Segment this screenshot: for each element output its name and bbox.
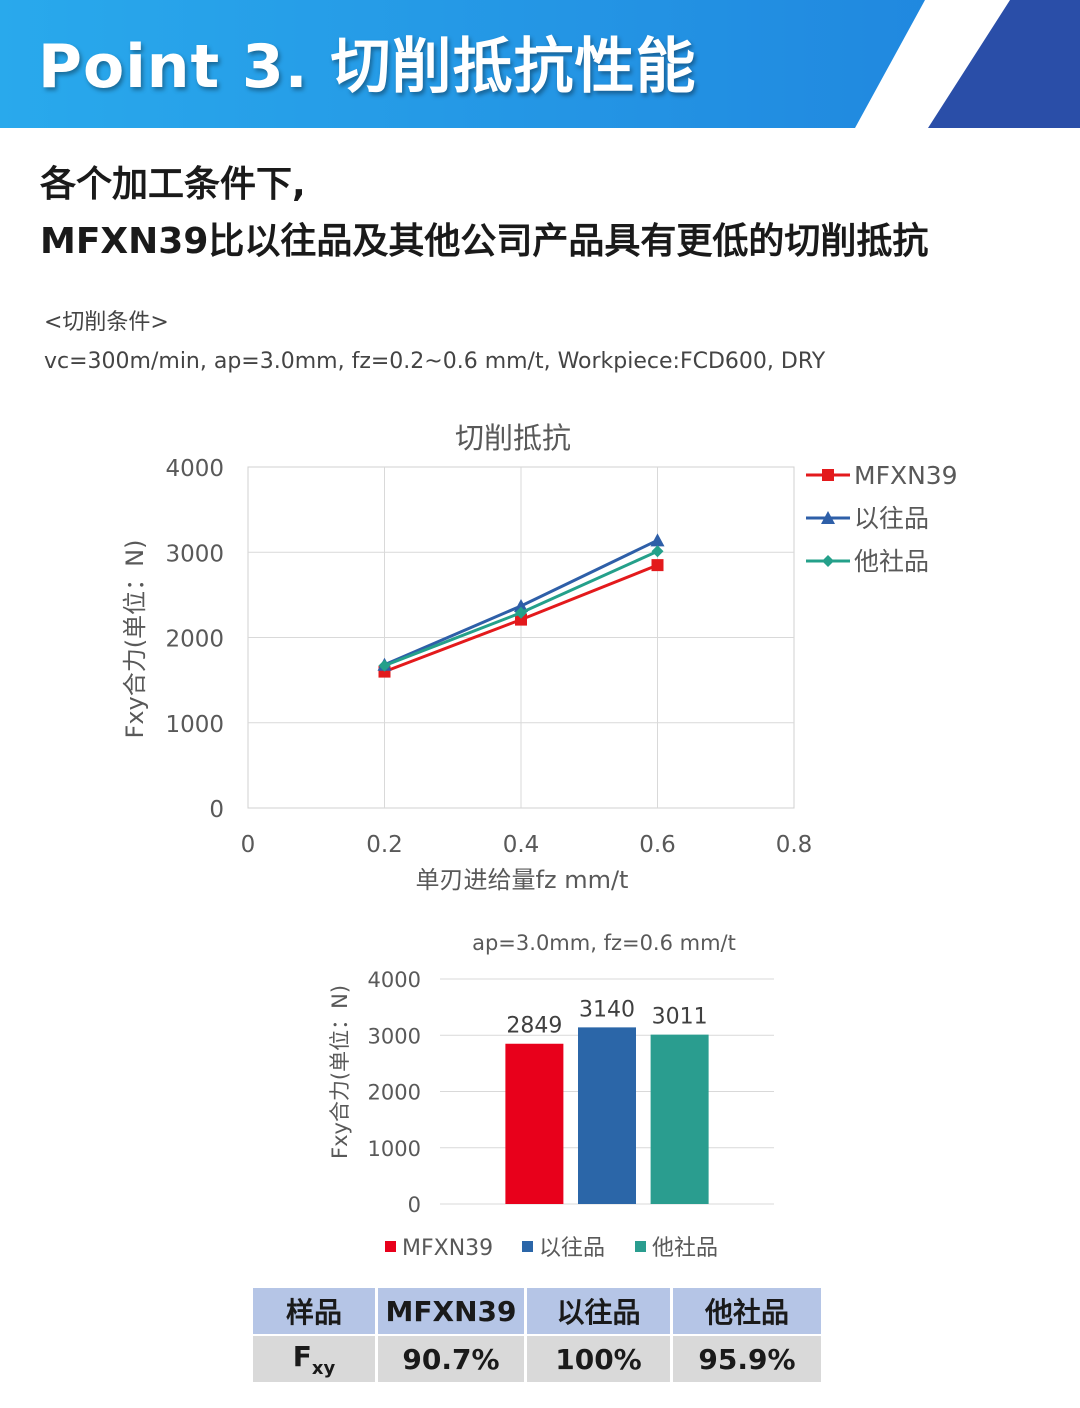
data-point: [822, 469, 834, 481]
headline-line-1: 各个加工条件下,: [40, 164, 306, 205]
summary-table: 样品 MFXN39 以往品 他社品 Fxy 90.7% 100% 95.9%: [250, 1286, 824, 1384]
data-point: [822, 555, 834, 567]
table-cell: 90.7%: [378, 1336, 524, 1382]
legend-label: 以往品: [539, 1236, 605, 1261]
page-title: Point 3. 切削抵抗性能: [38, 32, 697, 102]
bar: [650, 1034, 709, 1204]
header-banner: Point 3. 切削抵抗性能: [0, 0, 1080, 128]
table-header-cell: MFXN39: [378, 1288, 524, 1334]
y-tick-label: 1000: [165, 712, 224, 738]
legend-label: 他社品: [854, 547, 929, 576]
headline-line-2: MFXN39比以往品及其他公司产品具有更低的切削抵抗: [40, 221, 929, 262]
x-tick-label: 0: [241, 832, 256, 858]
chart-title: 切削抵抗: [455, 421, 571, 455]
data-point: [651, 559, 664, 572]
row-label-main: F: [292, 1339, 312, 1373]
y-tick-label: 3000: [368, 1024, 421, 1048]
y-tick-label: 2000: [368, 1081, 421, 1105]
table-header-cell: 以往品: [527, 1288, 670, 1334]
data-point: [650, 533, 665, 547]
x-tick-label: 0.2: [366, 832, 403, 858]
banner-background: [0, 0, 1080, 128]
data-point: [515, 613, 527, 626]
data-label: 3140: [579, 997, 635, 1022]
legend-swatch: [385, 1241, 396, 1252]
table-header-row: 样品 MFXN39 以往品 他社品: [253, 1288, 821, 1334]
legend-label: 他社品: [652, 1236, 718, 1261]
y-axis-label: Fxy合力(单位：N): [328, 985, 352, 1159]
legend-label: 以往品: [854, 504, 929, 533]
y-tick-label: 4000: [165, 456, 224, 482]
legend-swatch: [635, 1241, 646, 1252]
legend-swatch: [522, 1241, 533, 1252]
x-tick-label: 0.6: [639, 832, 676, 858]
data-point: [514, 598, 528, 612]
bar: [578, 1027, 636, 1204]
x-tick-label: 0.8: [776, 832, 813, 858]
data-point: [651, 545, 664, 558]
line-chart: 0 1000 2000 3000 4000 0 0.2 0.4 0.6 0.8 切削抵抗单刃进给量f…: [121, 421, 958, 894]
table-cell: 95.9%: [673, 1336, 821, 1382]
data-point: [378, 659, 391, 672]
row-label-subscript: xy: [311, 1357, 336, 1379]
legend-label: MFXN39: [854, 461, 958, 490]
y-tick-label: 3000: [165, 541, 224, 567]
data-label: 3011: [652, 1005, 708, 1030]
y-axis-label: Fxy合力(单位：N): [121, 540, 149, 739]
legend-label: MFXN39: [402, 1236, 493, 1261]
bar-chart: ap=3.0mm, fz=0.6 mm/t 0 1000 2000 3000 4000 Fx…: [328, 931, 774, 1261]
y-tick-label: 0: [408, 1193, 421, 1217]
data-point: [515, 606, 527, 619]
table-header-cell: 他社品: [673, 1288, 821, 1334]
table-cell: 100%: [527, 1336, 670, 1382]
conditions-label: <切削条件>: [44, 310, 169, 335]
data-point: [821, 511, 835, 524]
y-tick-label: 4000: [368, 968, 421, 992]
y-tick-label: 1000: [368, 1137, 421, 1161]
conditions-text: vc=300m/min, ap=3.0mm, fz=0.2~0.6 mm/t, …: [44, 349, 826, 374]
y-tick-label: 0: [209, 797, 224, 823]
x-axis-label: 单刃进给量fz mm/t: [416, 866, 629, 894]
table-row-label: Fxy: [253, 1336, 375, 1382]
chart-title: ap=3.0mm, fz=0.6 mm/t: [472, 931, 736, 955]
y-tick-label: 2000: [165, 627, 224, 653]
data-label: 2849: [506, 1014, 562, 1039]
table-row: Fxy 90.7% 100% 95.9%: [253, 1336, 821, 1382]
x-tick-label: 0.4: [503, 832, 540, 858]
bar: [505, 1043, 564, 1204]
series-line-group: [378, 545, 664, 672]
table-header-cell: 样品: [253, 1288, 375, 1334]
